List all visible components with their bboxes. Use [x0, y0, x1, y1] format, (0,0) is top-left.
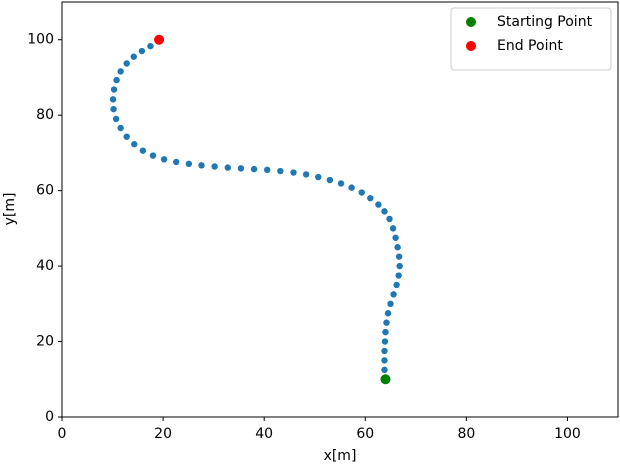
point: [110, 105, 117, 113]
legend-marker: [466, 17, 476, 27]
point: [394, 244, 401, 251]
point: [113, 76, 120, 84]
y-tick-label: 0: [45, 409, 54, 425]
point: [392, 234, 399, 241]
point: [277, 167, 284, 175]
point: [396, 262, 403, 270]
point: [381, 357, 388, 364]
y-tick-label: 60: [36, 183, 54, 199]
y-tick-label: 20: [36, 334, 54, 350]
point: [250, 165, 258, 173]
point: [131, 141, 138, 148]
point: [380, 374, 391, 385]
y-tick-label: 100: [27, 32, 54, 48]
point: [383, 319, 390, 326]
point: [211, 163, 218, 170]
point: [381, 338, 389, 345]
point: [384, 310, 392, 317]
point: [381, 366, 388, 374]
point: [395, 272, 402, 279]
x-tick-label: 0: [58, 426, 67, 442]
point: [389, 225, 397, 232]
point: [367, 194, 374, 202]
point: [326, 176, 334, 184]
point: [117, 124, 124, 132]
legend-label: Starting Point: [497, 14, 593, 30]
x-tick-label: 20: [154, 426, 172, 442]
point: [224, 164, 231, 171]
plot-frame: [61, 1, 619, 418]
x-axis-label: x[m]: [324, 448, 357, 464]
point: [185, 160, 193, 168]
point: [160, 156, 168, 163]
legend-box: [450, 7, 612, 71]
point: [109, 96, 117, 103]
point: [123, 60, 130, 67]
point: [337, 180, 345, 187]
point: [387, 300, 394, 308]
y-tick-label: 80: [36, 107, 54, 123]
y-tick-label: 40: [36, 258, 54, 274]
x-tick-label: 80: [457, 426, 475, 442]
point: [290, 169, 297, 176]
point: [123, 133, 130, 140]
legend-label: End Point: [497, 38, 563, 54]
point: [237, 165, 245, 172]
point: [375, 201, 382, 208]
x-tick-label: 60: [356, 426, 374, 442]
point: [138, 47, 146, 55]
point: [315, 173, 322, 181]
point: [173, 158, 180, 166]
y-axis-label: y[m]: [2, 193, 18, 226]
point: [149, 152, 157, 159]
legend-marker: [466, 41, 476, 51]
point: [112, 115, 120, 123]
point: [395, 253, 403, 260]
point: [264, 166, 271, 174]
x-tick-label: 40: [255, 426, 273, 442]
point: [382, 328, 389, 336]
point: [139, 147, 147, 154]
point: [390, 291, 397, 298]
point: [386, 215, 393, 223]
point: [110, 86, 118, 93]
point: [117, 68, 124, 75]
point: [198, 162, 205, 169]
point: [130, 53, 137, 60]
point: [302, 171, 310, 178]
point: [147, 42, 154, 50]
x-tick-label: 100: [554, 426, 581, 442]
point: [381, 347, 388, 355]
point: [154, 34, 165, 45]
point: [381, 208, 388, 215]
point: [348, 184, 355, 191]
point: [358, 189, 365, 196]
point: [393, 281, 400, 289]
